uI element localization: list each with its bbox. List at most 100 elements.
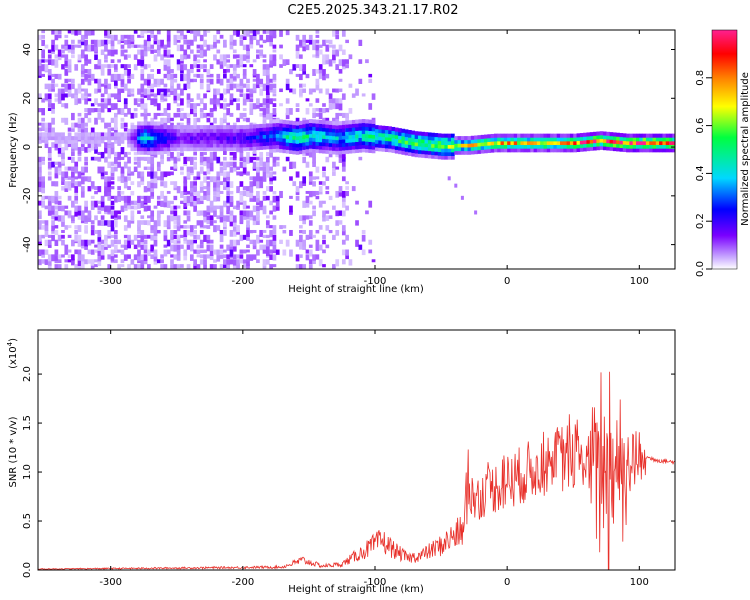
spectrogram-ridge-cell xyxy=(441,137,445,142)
spectrogram-ridge-cell xyxy=(622,137,627,142)
spectrogram-cell xyxy=(315,69,320,74)
spectrogram-ridge-cell xyxy=(341,135,346,140)
spectrogram-cell xyxy=(246,229,250,237)
spectrogram-ridge-cell xyxy=(404,136,409,141)
spectrogram-cell xyxy=(272,30,277,37)
spectrogram-cell xyxy=(87,93,92,97)
spectrogram-cell xyxy=(160,254,164,259)
spectrogram-cell xyxy=(117,215,121,220)
spectrogram-ridge-cell xyxy=(348,134,353,139)
spectrogram-ridge-cell xyxy=(236,139,240,144)
spectrogram-cell xyxy=(242,112,247,118)
spectrogram-cell xyxy=(64,259,69,263)
spectrogram-ridge-cell xyxy=(193,147,197,152)
spectrogram-ridge-cell xyxy=(411,152,416,157)
spectrogram-cell xyxy=(252,239,257,246)
spectrogram-ridge-cell xyxy=(579,140,584,145)
spectrogram-cell xyxy=(229,78,234,84)
spectrogram-ridge-cell xyxy=(341,142,346,147)
spectrogram-cell xyxy=(120,264,125,268)
spectrogram-cell xyxy=(90,249,95,255)
spectrogram-ridge-cell xyxy=(487,134,492,139)
spectrogram-cell xyxy=(318,73,323,79)
spectrogram-cell xyxy=(269,34,273,42)
spectrogram-ridge-cell xyxy=(467,147,472,152)
spectrogram-cell xyxy=(180,190,184,199)
spectrogram-cell xyxy=(176,205,181,209)
spectrogram-ridge-cell xyxy=(332,128,336,133)
spectrogram-ridge-cell xyxy=(180,147,184,152)
spectrogram-cell xyxy=(90,229,95,236)
spectrogram-cell xyxy=(127,195,131,204)
spectrogram-cell xyxy=(249,103,254,109)
spectrogram-ridge-cell xyxy=(629,137,634,142)
spectrogram-cell xyxy=(256,176,260,182)
spectrogram-cell xyxy=(74,142,79,149)
spectrogram-cell xyxy=(113,239,118,245)
spectrogram-cell xyxy=(41,122,46,130)
spectrogram-cell xyxy=(256,249,260,256)
spectrogram-cell xyxy=(80,78,85,85)
spectrogram-ridge-cell xyxy=(130,132,135,137)
spectrogram-cell xyxy=(44,229,49,237)
spectrogram-ridge-cell xyxy=(265,127,270,132)
spectrogram-ridge-cell xyxy=(242,143,247,148)
spectrogram-cell xyxy=(256,83,260,89)
spectrogram-cell xyxy=(236,54,240,59)
spectrogram-cell xyxy=(203,171,207,176)
spectrogram-cell xyxy=(51,73,55,78)
spectrogram-ridge-cell xyxy=(282,141,287,146)
spectrogram-cell xyxy=(454,183,458,188)
spectrogram-cell xyxy=(166,215,171,221)
spectrogram-cell xyxy=(54,98,59,102)
spectrogram-ridge-cell xyxy=(388,133,392,138)
spectrogram-ridge-cell xyxy=(540,137,544,142)
spectrogram-ridge-cell xyxy=(513,140,518,146)
spectrogram-ridge-cell xyxy=(616,143,620,148)
spectrogram-ridge-cell xyxy=(213,143,217,148)
spectrogram-cell xyxy=(47,93,52,99)
spectrogram-cell xyxy=(318,64,323,70)
spectrogram-cell xyxy=(80,166,85,173)
spectrogram-cell xyxy=(203,64,207,69)
spectrogram-cell xyxy=(332,49,336,55)
spectrogram-cell xyxy=(140,98,145,104)
spectrogram-ridge-cell xyxy=(408,151,412,156)
spectrogram-cell xyxy=(219,190,224,194)
spectrogram-cell xyxy=(226,254,231,260)
spectrogram-cell xyxy=(249,229,254,234)
spectrogram-ridge-cell xyxy=(530,133,534,138)
spectrogram-cell xyxy=(312,39,316,46)
spectrogram-cell xyxy=(51,220,55,226)
spectrogram-cell xyxy=(166,34,171,42)
spectrogram-ridge-cell xyxy=(216,125,221,130)
spectrogram-ridge-cell xyxy=(566,137,571,142)
spectrogram-cell xyxy=(153,249,158,257)
spectrogram-cell xyxy=(189,195,194,202)
spectrogram-ridge-cell xyxy=(130,147,135,152)
spectrogram-cell xyxy=(51,127,55,135)
spectrogram-ridge-cell xyxy=(447,137,452,142)
spectrogram-ridge-cell xyxy=(669,133,673,138)
spectrogram-ridge-cell xyxy=(328,131,333,136)
spectrogram-ridge-cell xyxy=(84,136,88,141)
spectrogram-cell xyxy=(223,112,227,120)
spectrogram-cell xyxy=(80,171,85,176)
spectrogram-cell xyxy=(315,244,320,251)
spectrogram-cell xyxy=(150,234,155,241)
spectrogram-cell xyxy=(166,49,171,55)
spectrogram-cell xyxy=(87,186,92,192)
spectrogram-cell xyxy=(252,103,257,110)
spectrogram-cell xyxy=(265,195,270,201)
spectrogram-cell xyxy=(256,98,260,105)
spectrogram-cell xyxy=(305,254,310,261)
spectrogram-cell xyxy=(302,88,307,93)
spectrogram-cell xyxy=(133,98,138,106)
spectrogram-ridge-cell xyxy=(213,139,217,144)
spectrogram-cell xyxy=(137,161,141,168)
spectrogram-cell xyxy=(130,205,135,210)
spectrogram-ridge-cell xyxy=(384,140,389,145)
spectrogram-ridge-cell xyxy=(513,137,518,142)
spectrogram-cell xyxy=(246,30,250,37)
spectrogram-ridge-cell xyxy=(503,140,508,146)
